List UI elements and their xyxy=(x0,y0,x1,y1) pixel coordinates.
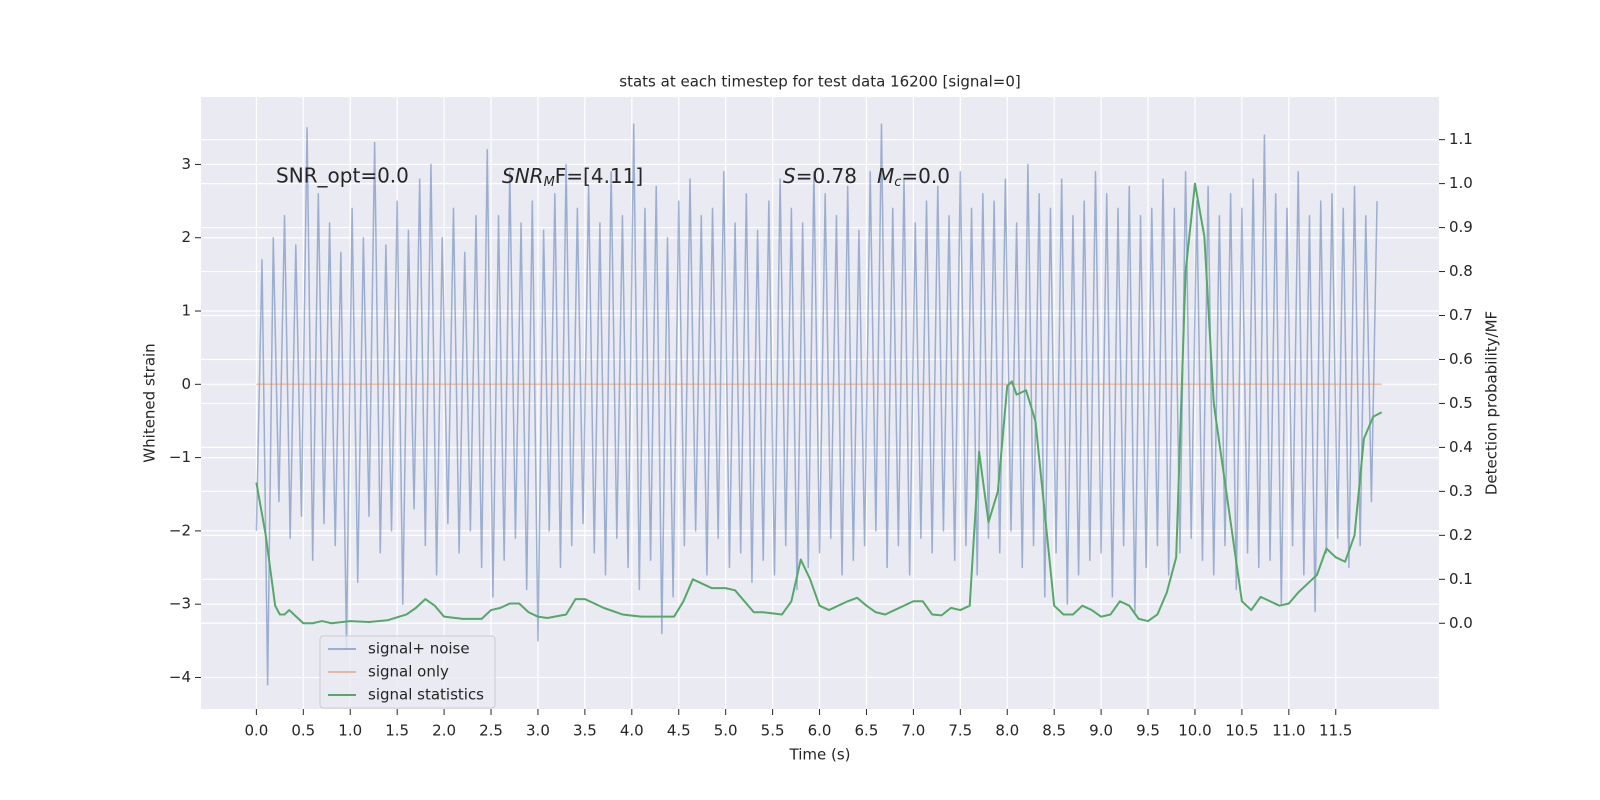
y-axis-label: Whitened strain xyxy=(141,343,159,462)
annotation: S=0.78 xyxy=(783,164,857,188)
y2-tick-label: 0.8 xyxy=(1449,262,1473,280)
x-tick-label: 9.5 xyxy=(1136,722,1160,740)
annotation-part: M xyxy=(877,164,894,188)
x-tick-label: 0.5 xyxy=(291,722,315,740)
x-tick-label: 9.0 xyxy=(1089,722,1113,740)
x-axis-label: Time (s) xyxy=(789,746,851,764)
legend-box xyxy=(319,635,496,709)
y2-tick-label: 0.2 xyxy=(1449,526,1473,544)
legend-label: signal+ noise xyxy=(368,640,470,658)
series-line xyxy=(255,182,1383,625)
y-tick-label: −4 xyxy=(169,668,191,686)
x-tick-label: 1.5 xyxy=(385,722,409,740)
annotation-part: =0.0 xyxy=(901,164,950,188)
x-tick-label: 3.5 xyxy=(573,722,597,740)
y2-tick-label: 0.5 xyxy=(1449,394,1473,412)
y2-tick-label: 0.3 xyxy=(1449,482,1473,500)
x-tick-label: 10.5 xyxy=(1225,722,1258,740)
y-tick-label: −2 xyxy=(169,521,191,539)
annotation: SNRMF=[4.11] xyxy=(502,164,643,190)
chart-title: stats at each timestep for test data 162… xyxy=(619,73,1020,91)
legend-label: signal only xyxy=(368,663,449,681)
x-tick-label: 3.0 xyxy=(526,722,550,740)
annotation-part: c xyxy=(894,175,901,190)
y-tick-label: 1 xyxy=(181,302,191,320)
y-tick-label: 3 xyxy=(181,155,191,173)
y2-tick-label: 0.1 xyxy=(1449,570,1473,588)
annotation-part: S xyxy=(783,164,796,188)
x-tick-label: 7.0 xyxy=(901,722,925,740)
legend: signal+ noise signal only signal statistic… xyxy=(319,635,496,709)
plot-lines xyxy=(255,123,1383,686)
x-tick-label: 0.0 xyxy=(244,722,268,740)
x-tick-label: 4.5 xyxy=(667,722,691,740)
y-tick-label: 2 xyxy=(181,228,191,246)
x-tick-label: 10.0 xyxy=(1178,722,1211,740)
x-tick-label: 6.0 xyxy=(808,722,832,740)
legend-label: signal statistics xyxy=(368,686,484,704)
x-tick-label: 5.5 xyxy=(761,722,785,740)
x-tick-label: 1.0 xyxy=(338,722,362,740)
y2-tick-label: 0.0 xyxy=(1449,614,1473,632)
annotation-part: F=[4.11] xyxy=(555,164,643,188)
x-tick-label: 6.5 xyxy=(855,722,879,740)
x-tick-label: 8.5 xyxy=(1042,722,1066,740)
x-tick-label: 2.0 xyxy=(432,722,456,740)
x-tick-label: 8.0 xyxy=(995,722,1019,740)
annotation: Mc=0.0 xyxy=(877,164,950,190)
y-tick-label: −1 xyxy=(169,448,191,466)
x-tick-label: 2.5 xyxy=(479,722,503,740)
annotation-part: =0.78 xyxy=(796,164,857,188)
annotation-part: SNR xyxy=(502,164,544,188)
y2-tick-label: 0.9 xyxy=(1449,218,1473,236)
y2-tick-label: 1.0 xyxy=(1449,174,1473,192)
y2-axis-label: Detection probability/MF xyxy=(1483,311,1501,495)
y-tick-label: 0 xyxy=(181,375,191,393)
x-tick-label: 11.0 xyxy=(1272,722,1305,740)
annotation: SNR_opt=0.0 xyxy=(276,164,409,188)
x-tick-label: 7.5 xyxy=(948,722,972,740)
y2-tick-label: 1.1 xyxy=(1449,130,1473,148)
x-tick-label: 5.0 xyxy=(714,722,738,740)
y2-tick-label: 0.4 xyxy=(1449,438,1473,456)
x-tick-label: 11.5 xyxy=(1319,722,1352,740)
y2-tick-label: 0.7 xyxy=(1449,306,1473,324)
y2-tick-label: 0.6 xyxy=(1449,350,1473,368)
y-tick-label: −3 xyxy=(169,595,191,613)
x-tick-label: 4.0 xyxy=(620,722,644,740)
annotation-part: M xyxy=(544,175,555,190)
series-line xyxy=(255,123,1378,686)
